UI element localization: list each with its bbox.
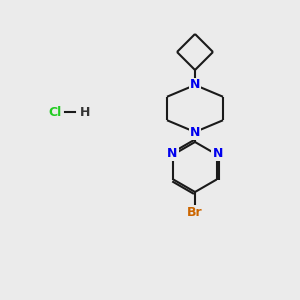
Text: Cl: Cl (49, 106, 62, 118)
Text: N: N (167, 147, 178, 160)
Text: N: N (190, 79, 200, 92)
Text: N: N (212, 147, 223, 160)
Text: Br: Br (187, 206, 203, 218)
Text: H: H (80, 106, 90, 118)
Text: N: N (190, 125, 200, 139)
